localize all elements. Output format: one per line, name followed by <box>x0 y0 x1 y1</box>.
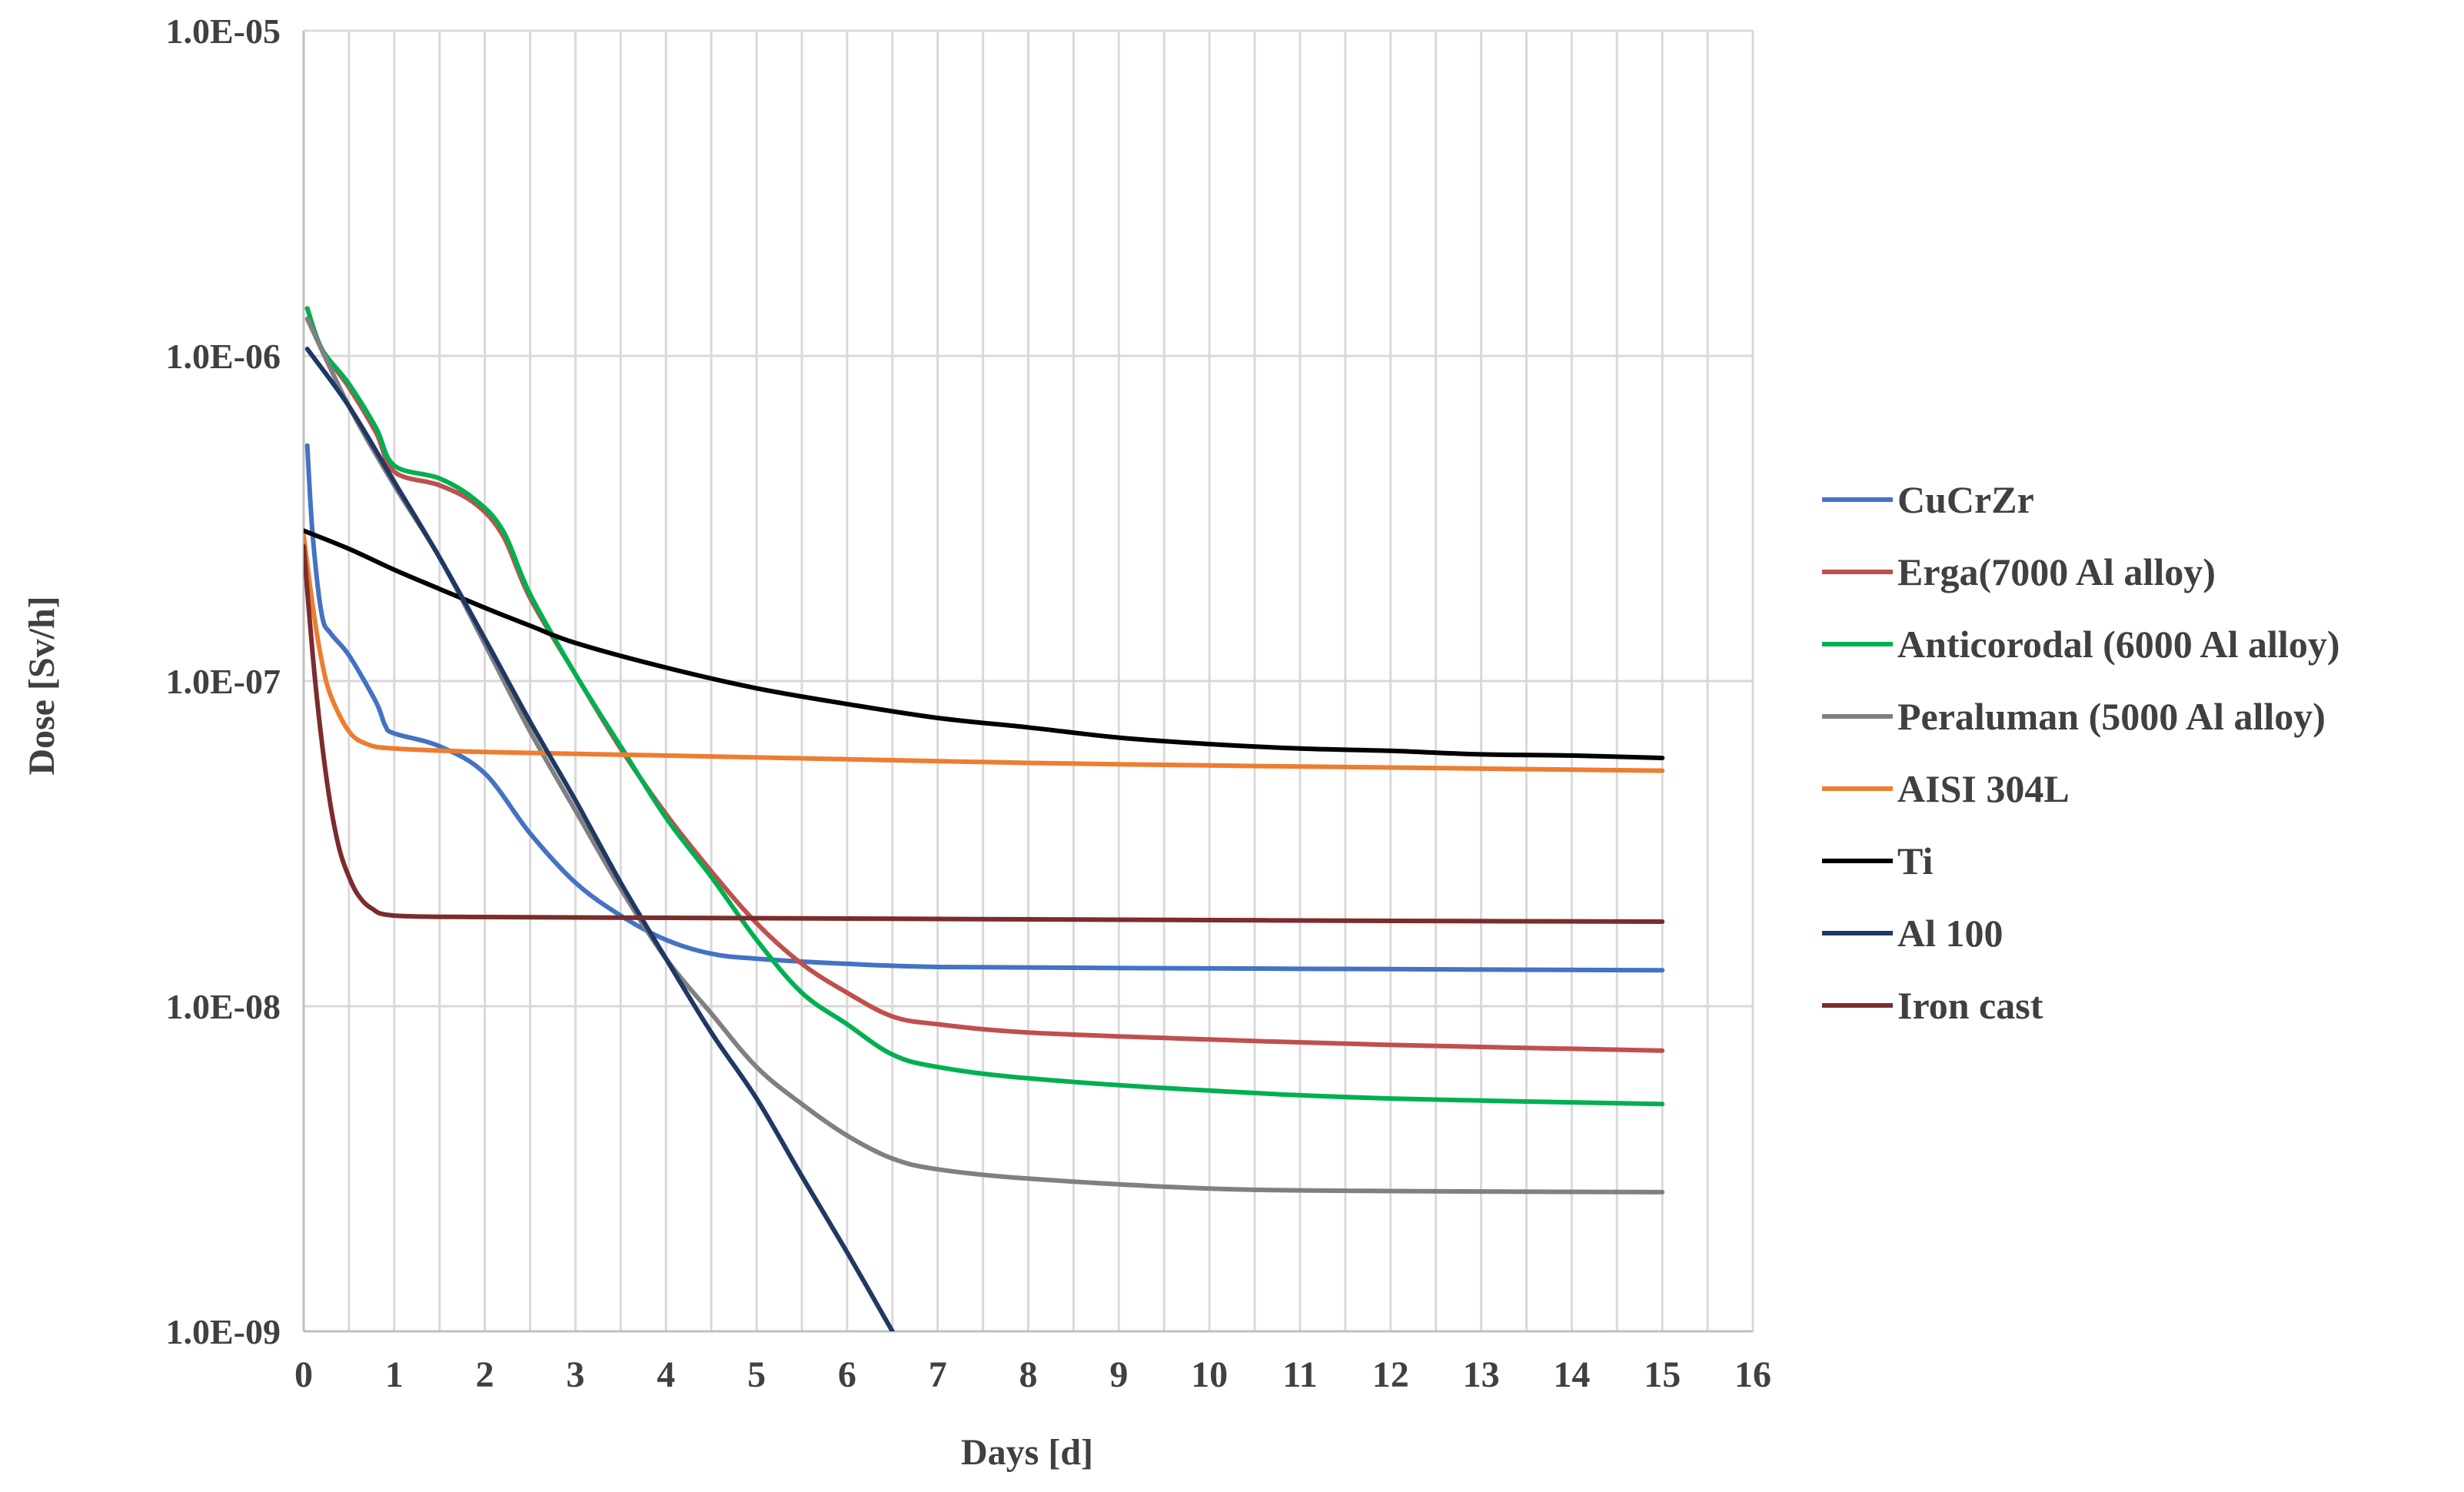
x-tick-label: 11 <box>1282 1354 1317 1395</box>
series-line-al-100 <box>304 347 895 1331</box>
series-line-aisi-304l <box>304 533 1665 773</box>
x-tick-label: 9 <box>1109 1354 1128 1395</box>
y-tick-label: 1.0E-08 <box>166 987 281 1026</box>
x-tick-label: 2 <box>476 1354 494 1395</box>
x-tick-label: 5 <box>747 1354 766 1395</box>
series-line-anticorodal-6000-al-alloy <box>304 306 1665 1107</box>
legend-label-anticorodal-6000-al-alloy: Anticorodal (6000 Al alloy) <box>1897 623 2339 666</box>
x-tick-label: 4 <box>657 1354 675 1395</box>
x-tick-label: 1 <box>385 1354 404 1395</box>
series-line-iron-cast <box>304 543 1665 924</box>
x-tick-label: 15 <box>1644 1354 1681 1395</box>
series-line-erga-7000-al-alloy <box>304 306 1665 1053</box>
y-axis-title: Dose [Sv/h] <box>22 596 62 775</box>
legend-label-erga-7000-al-alloy: Erga(7000 Al alloy) <box>1897 550 2216 593</box>
x-axis-title: Days [d] <box>961 1432 1093 1473</box>
y-axis-ticks: 1.0E-09 1.0E-08 1.0E-07 1.0E-06 1.0E-05 <box>166 12 281 1351</box>
x-tick-label: 6 <box>838 1354 856 1395</box>
legend-label-cucrzr: CuCrZr <box>1897 478 2034 521</box>
x-tick-label: 14 <box>1553 1354 1590 1395</box>
x-axis-ticks: 0 1 2 3 4 5 6 7 8 9 10 11 12 13 14 15 16 <box>294 1354 1771 1395</box>
x-tick-label: 0 <box>294 1354 313 1395</box>
y-tick-label: 1.0E-06 <box>166 337 281 376</box>
legend: CuCrZr Erga(7000 Al alloy) Anticorodal (60… <box>1822 478 2339 1027</box>
x-tick-label: 8 <box>1019 1354 1038 1395</box>
x-tick-label: 16 <box>1734 1354 1771 1395</box>
legend-label-peraluman-5000-al-alloy: Peraluman (5000 Al alloy) <box>1897 695 2326 738</box>
legend-label-aisi-304l: AISI 304L <box>1897 767 2070 810</box>
x-tick-label: 13 <box>1463 1354 1500 1395</box>
y-tick-label: 1.0E-05 <box>166 12 281 51</box>
x-tick-label: 10 <box>1191 1354 1228 1395</box>
y-tick-label: 1.0E-07 <box>166 662 281 701</box>
x-tick-label: 7 <box>929 1354 947 1395</box>
x-tick-label: 3 <box>566 1354 584 1395</box>
series-lines <box>304 306 1665 1331</box>
grid <box>302 29 1754 1333</box>
y-tick-label: 1.0E-09 <box>166 1312 281 1351</box>
legend-label-ti: Ti <box>1897 839 1933 882</box>
series-line-cucrzr <box>304 443 1665 973</box>
legend-label-iron-cast: Iron cast <box>1897 984 2043 1027</box>
x-tick-label: 12 <box>1372 1354 1409 1395</box>
legend-label-al-100: Al 100 <box>1897 912 2003 955</box>
